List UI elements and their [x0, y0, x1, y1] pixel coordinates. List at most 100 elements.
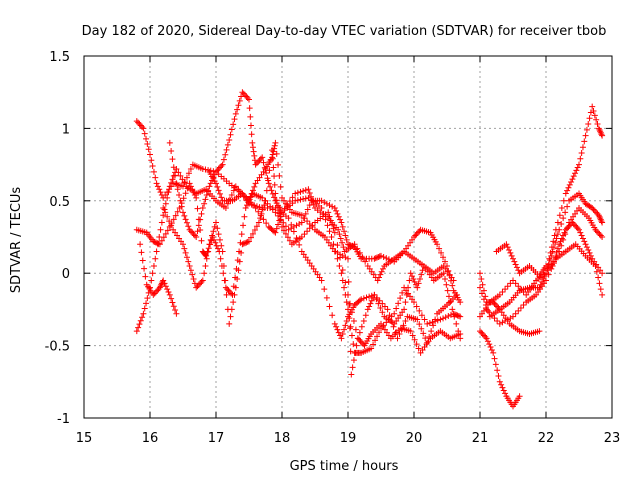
- data-point: [350, 357, 357, 364]
- data-series-track-6: [160, 147, 464, 356]
- data-point: [194, 205, 201, 212]
- data-point: [551, 232, 558, 239]
- data-point: [345, 241, 351, 248]
- data-point: [170, 216, 177, 223]
- data-point: [246, 105, 253, 112]
- data-point: [566, 222, 573, 229]
- data-point: [446, 272, 453, 279]
- data-point: [422, 335, 429, 342]
- data-point: [488, 312, 495, 319]
- data-point: [334, 255, 341, 262]
- data-point: [339, 252, 346, 259]
- data-point: [202, 262, 209, 269]
- data-point: [335, 329, 342, 336]
- data-point: [281, 205, 288, 212]
- data-point: [415, 280, 422, 287]
- data-point: [340, 244, 347, 251]
- data-point: [393, 305, 400, 312]
- data-point: [358, 323, 365, 330]
- data-point: [560, 197, 567, 204]
- data-point: [597, 215, 604, 222]
- data-point: [483, 335, 490, 342]
- data-point: [478, 290, 485, 297]
- data-point: [251, 202, 258, 209]
- data-point: [265, 177, 272, 184]
- data-point: [583, 126, 590, 133]
- data-point: [487, 344, 494, 351]
- data-point: [277, 217, 284, 224]
- data-point: [273, 197, 280, 204]
- data-point: [502, 286, 509, 293]
- data-point: [339, 331, 346, 338]
- data-point: [520, 302, 527, 309]
- data-point: [599, 270, 606, 277]
- data-point: [579, 235, 586, 242]
- data-point: [228, 192, 235, 199]
- data-point: [300, 196, 307, 203]
- data-point: [502, 390, 509, 397]
- data-point: [194, 283, 201, 290]
- data-point: [331, 248, 338, 255]
- data-point: [141, 265, 148, 272]
- data-point: [585, 121, 592, 128]
- data-point: [187, 183, 194, 190]
- data-point: [240, 192, 247, 199]
- data-point: [267, 183, 274, 190]
- data-point: [234, 275, 241, 282]
- data-point: [568, 178, 575, 185]
- data-point: [185, 223, 192, 230]
- data-point: [376, 253, 383, 260]
- data-point: [260, 159, 267, 166]
- data-point: [510, 255, 516, 262]
- data-point: [549, 262, 556, 269]
- data-point: [172, 306, 179, 313]
- data-point: [402, 299, 409, 306]
- data-point: [517, 286, 524, 293]
- data-point: [445, 313, 452, 320]
- data-point: [151, 238, 158, 245]
- data-point: [409, 273, 416, 280]
- data-point: [587, 109, 594, 116]
- data-point: [170, 303, 177, 310]
- data-point: [512, 310, 519, 317]
- data-point: [306, 220, 313, 227]
- data-point: [150, 291, 157, 298]
- data-point: [154, 287, 161, 294]
- data-point: [490, 349, 497, 356]
- data-point: [249, 139, 256, 146]
- data-point: [166, 218, 173, 225]
- data-point: [236, 97, 243, 104]
- data-point: [586, 115, 593, 122]
- data-point: [598, 131, 605, 138]
- data-point: [512, 280, 519, 287]
- data-point: [239, 89, 246, 96]
- data-point: [157, 189, 164, 196]
- data-point: [429, 319, 436, 326]
- data-point: [366, 293, 373, 300]
- data-point: [455, 313, 462, 320]
- data-point: [543, 277, 549, 284]
- data-point: [339, 267, 346, 274]
- data-point: [137, 122, 144, 129]
- data-point: [288, 225, 295, 232]
- data-point: [165, 189, 172, 196]
- data-point: [562, 231, 569, 238]
- x-tick-label: 18: [274, 431, 291, 446]
- data-point: [517, 304, 524, 311]
- data-point: [438, 249, 445, 256]
- data-series-track-12: [477, 241, 606, 320]
- data-point: [356, 329, 363, 336]
- data-point: [346, 325, 353, 332]
- data-point: [586, 249, 593, 256]
- data-point: [576, 226, 582, 233]
- data-point: [246, 197, 252, 204]
- data-point: [550, 238, 557, 245]
- data-point: [478, 275, 485, 282]
- data-point: [491, 355, 498, 362]
- data-point: [589, 103, 596, 110]
- data-point: [593, 116, 600, 123]
- data-point: [191, 232, 198, 239]
- data-point: [337, 235, 344, 242]
- data-point: [546, 257, 553, 264]
- data-point: [564, 225, 571, 232]
